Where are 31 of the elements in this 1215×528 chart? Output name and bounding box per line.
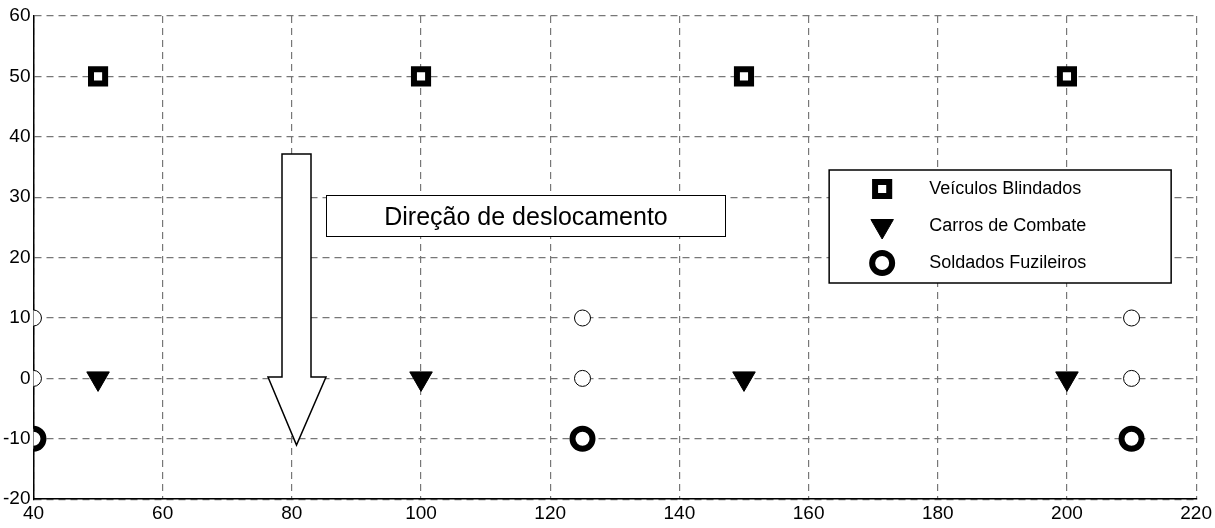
point: [1056, 66, 1078, 87]
y-tick-label: 40: [9, 125, 31, 147]
point: [87, 66, 109, 87]
point: [574, 309, 592, 327]
x-tick-label: 60: [152, 501, 174, 523]
point: [574, 369, 592, 387]
y-tick-label: 20: [9, 245, 31, 267]
x-tick-label: 200: [1051, 501, 1083, 523]
x-tick-label: 220: [1180, 501, 1212, 523]
y-tick-label: 60: [9, 4, 31, 26]
x-tick-label: 140: [663, 501, 696, 523]
text-box: Direção de deslocamento: [326, 195, 726, 237]
point: [1123, 309, 1141, 327]
point: [569, 425, 596, 452]
x-tick-label: 80: [281, 501, 303, 523]
y-tick-label: 10: [9, 306, 31, 328]
legend-label: Veículos Blindados: [929, 177, 1082, 198]
legend-label: Carros de Combate: [929, 214, 1087, 235]
x-tick-label: 160: [792, 501, 825, 523]
point: [733, 66, 755, 87]
y-tick-label: 30: [9, 185, 31, 207]
point: [1118, 425, 1145, 452]
point: [1123, 369, 1141, 387]
x-tick-label: 100: [405, 501, 437, 523]
point: [410, 66, 432, 87]
x-tick-label: 120: [534, 501, 567, 523]
y-tick-label: 50: [9, 64, 31, 86]
y-tick-label: 0: [19, 366, 31, 388]
x-tick-label: 180: [921, 501, 954, 523]
y-tick-label: -10: [2, 427, 31, 449]
legend-label: Soldados Fuzileiros: [929, 251, 1087, 272]
